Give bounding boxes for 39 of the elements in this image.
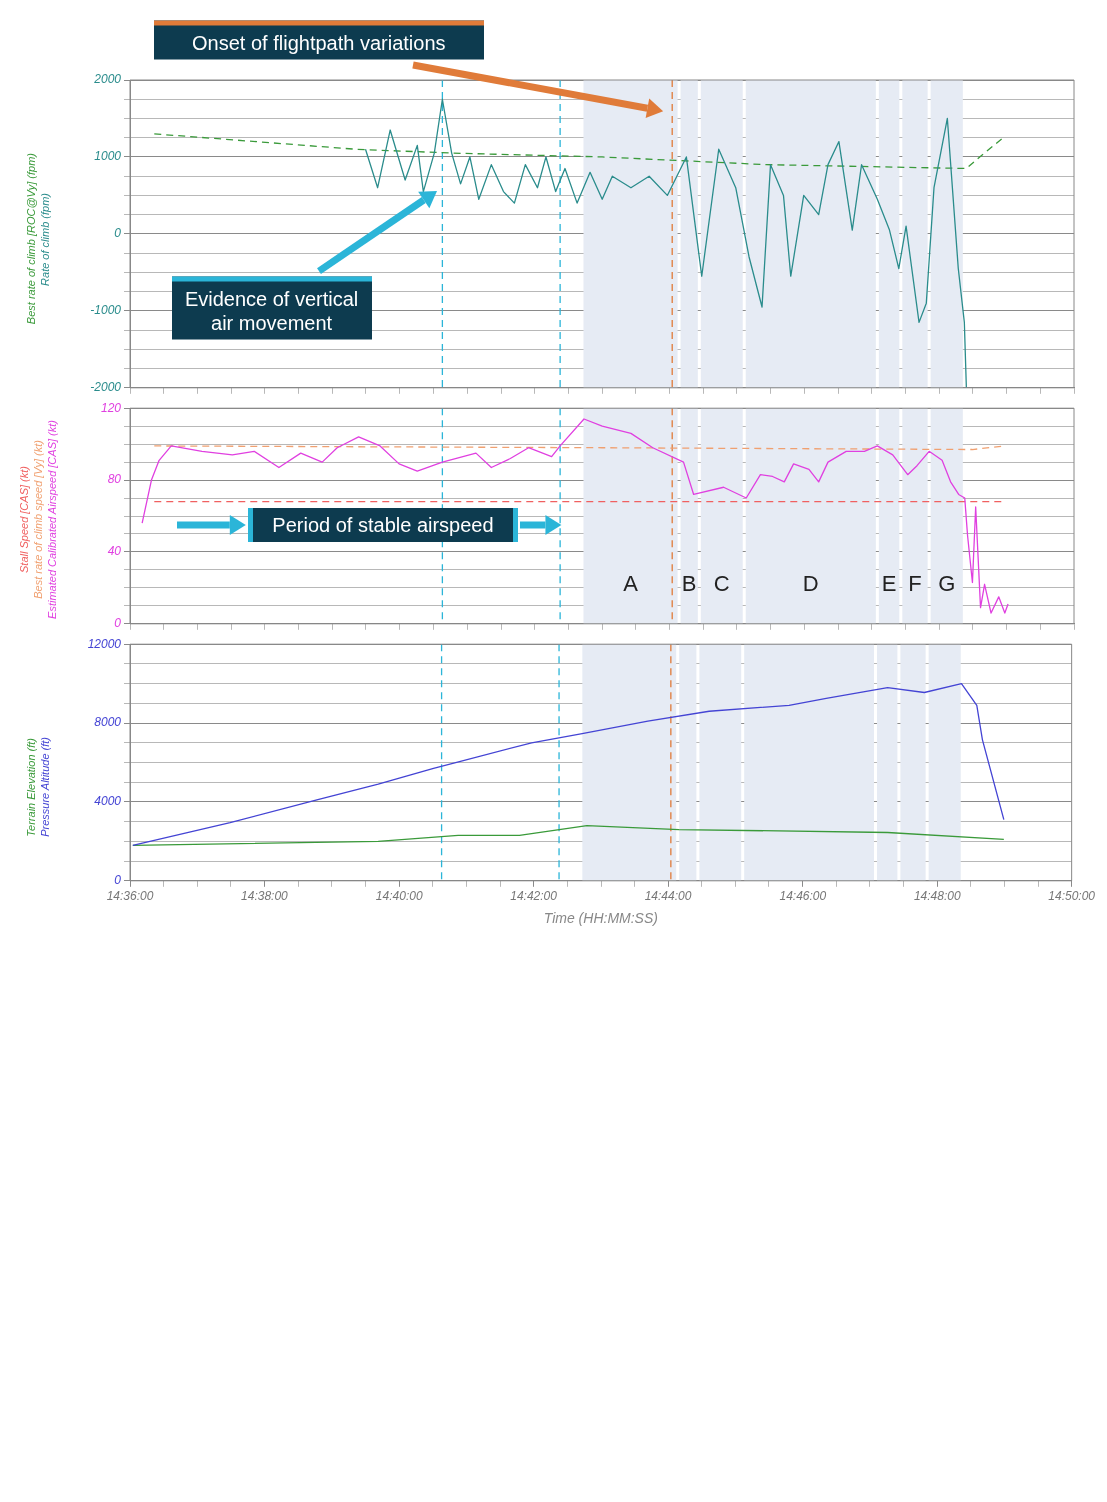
y-tick-label: 0	[114, 226, 122, 241]
y-tick-label: 1000	[94, 149, 122, 164]
annotation: Period of stable airspeed	[247, 507, 518, 542]
x-tick-label: 14:46:00	[779, 889, 827, 904]
text: Stall Speed [CAS] (kt)	[17, 465, 31, 573]
annotation: Evidence of vertical air movement	[171, 276, 372, 340]
y-tick-label: 40	[107, 544, 122, 559]
band-label: C	[713, 571, 730, 597]
band-label: G	[938, 571, 956, 597]
y-tick-label: -1000	[90, 303, 122, 318]
x-tick-label: 14:40:00	[375, 889, 423, 904]
x-tick-label: 14:44:00	[644, 889, 692, 904]
text: Estimated Calibrated Airspeed [CAS] (kt)	[45, 419, 59, 619]
band-label: D	[802, 571, 819, 597]
band-label: F	[908, 571, 922, 597]
text: Pressure Altitude (ft)	[38, 737, 52, 837]
x-axis-title: Time (HH:MM:SS)	[543, 910, 658, 927]
y-tick-label: 0	[114, 616, 122, 631]
text: Rate of climb (fpm)	[38, 192, 52, 286]
x-tick-label: 14:38:00	[241, 889, 289, 904]
x-tick-label: 14:50:00	[1048, 889, 1096, 904]
text: Best rate of climb speed [Vy] (kt)	[31, 439, 45, 599]
text: Best rate of climb [ROC@Vy] (fpm)	[24, 153, 38, 325]
text: Onset of flightpath variations	[153, 20, 484, 60]
band-label: E	[881, 571, 897, 597]
y-tick-label: 12000	[87, 636, 122, 651]
y-tick-label: 80	[107, 472, 122, 487]
band-label: B	[681, 571, 697, 597]
y-tick-label: 2000	[93, 72, 122, 87]
y-tick-label: 120	[100, 400, 122, 415]
x-tick-label: 14:42:00	[510, 889, 558, 904]
y-tick-label: -2000	[90, 380, 122, 395]
x-tick-label: 14:48:00	[913, 889, 961, 904]
band-label: A	[623, 571, 639, 597]
y-tick-label: 4000	[94, 794, 122, 809]
text: Terrain Elevation (ft)	[24, 737, 38, 837]
y-tick-label: 8000	[94, 715, 122, 730]
x-tick-label: 14:36:00	[106, 889, 154, 904]
y-tick-label: 0	[114, 873, 122, 888]
